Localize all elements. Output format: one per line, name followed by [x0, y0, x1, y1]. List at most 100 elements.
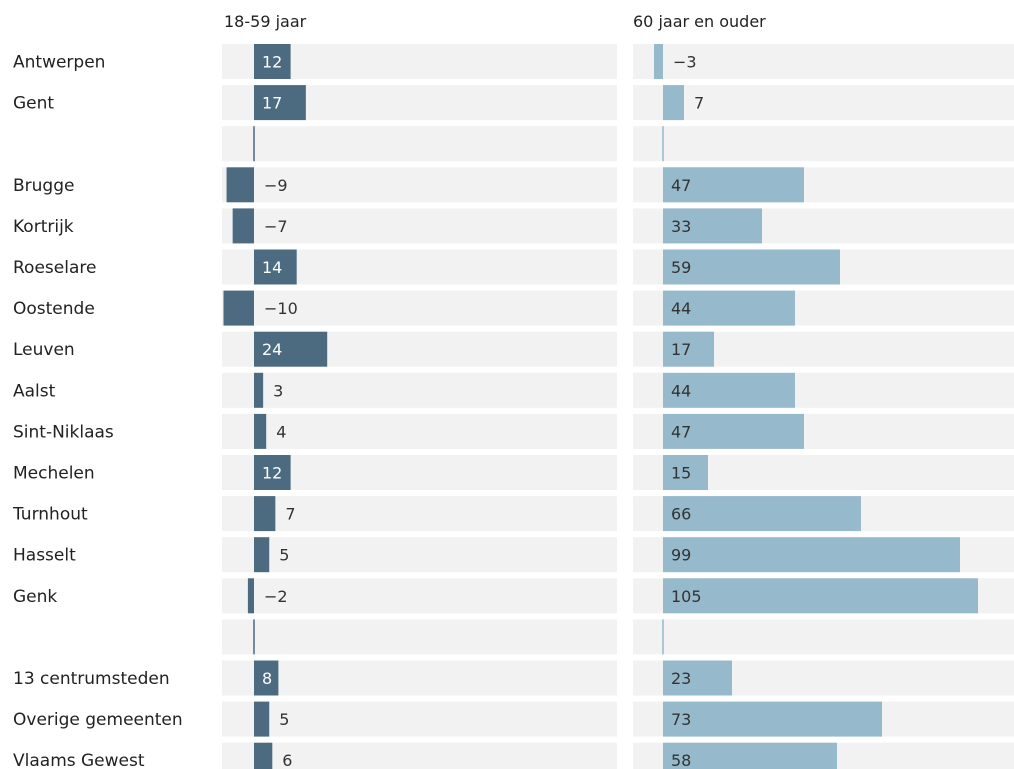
bar [663, 372, 795, 408]
row-background [222, 167, 617, 203]
value-label: 12 [262, 53, 282, 72]
bar [254, 455, 291, 490]
bar [663, 413, 804, 449]
row-background [222, 413, 617, 449]
value-label: 14 [262, 258, 282, 277]
bar [663, 578, 978, 614]
row-background [633, 44, 1014, 79]
bar [663, 742, 837, 769]
value-label: 66 [671, 505, 691, 524]
value-label: 44 [671, 381, 691, 400]
bar [654, 44, 663, 79]
category-label: Brugge [13, 176, 74, 196]
value-label: 4 [276, 422, 286, 441]
row-background [222, 701, 617, 737]
category-label: Antwerpen [13, 53, 105, 73]
value-label: 58 [671, 751, 691, 769]
value-label: 59 [671, 258, 691, 277]
bar [254, 372, 264, 408]
row-background [222, 619, 617, 655]
row-background [633, 85, 1014, 121]
bar [232, 208, 254, 244]
bar [254, 413, 267, 449]
category-label: Gent [13, 94, 54, 114]
category-label: Kortrijk [13, 217, 74, 237]
bar [247, 578, 254, 614]
bar [254, 660, 279, 696]
value-label: 17 [671, 340, 691, 359]
row-background [222, 126, 617, 162]
value-label: 15 [671, 464, 691, 483]
row-background [222, 496, 617, 532]
bar [663, 208, 762, 244]
value-label: 44 [671, 299, 691, 318]
value-label: −10 [264, 299, 298, 318]
category-label: Sint-Niklaas [13, 422, 114, 442]
category-label: Roeselare [13, 258, 96, 278]
bar [663, 167, 804, 203]
value-label: −9 [264, 176, 288, 195]
value-label: 17 [262, 94, 282, 113]
category-label: Turnhout [12, 505, 88, 525]
category-label: Aalst [13, 381, 56, 401]
value-label: 23 [671, 669, 691, 688]
value-label: 7 [285, 505, 295, 524]
row-background [633, 619, 1014, 655]
value-label: 73 [671, 710, 691, 729]
row-background [222, 660, 617, 696]
value-label: 5 [279, 546, 289, 565]
category-label: Oostende [13, 299, 95, 319]
bar [663, 331, 714, 367]
category-label: Mechelen [13, 464, 95, 484]
row-background [222, 290, 617, 326]
bar [223, 290, 254, 326]
value-label: 47 [671, 422, 691, 441]
category-label: 13 centrumsteden [13, 669, 170, 689]
category-label: Leuven [13, 340, 75, 360]
bar [254, 496, 276, 532]
row-background [222, 537, 617, 573]
bar [254, 331, 328, 367]
bar [254, 44, 291, 79]
value-label: 12 [262, 464, 282, 483]
category-label: Vlaams Gewest [13, 751, 145, 769]
value-label: 3 [273, 381, 283, 400]
category-label: Overige gemeenten [13, 710, 183, 730]
value-label: 47 [671, 176, 691, 195]
bar [254, 537, 270, 573]
bar [663, 455, 708, 490]
row-background [222, 208, 617, 244]
row-background [222, 372, 617, 408]
value-label: 24 [262, 340, 282, 359]
value-label: 8 [262, 669, 272, 688]
bar [254, 742, 273, 769]
category-label: Genk [13, 587, 57, 607]
bar [663, 249, 840, 285]
bar [663, 537, 960, 573]
bar [254, 701, 270, 737]
row-background [633, 126, 1014, 162]
value-label: 105 [671, 587, 702, 606]
panel-title-2: 60 jaar en ouder [633, 12, 766, 31]
bar [663, 496, 861, 532]
category-label: Hasselt [13, 546, 76, 566]
value-label: 5 [279, 710, 289, 729]
bar [663, 660, 732, 696]
value-label: −3 [673, 53, 697, 72]
value-label: −7 [264, 217, 288, 236]
value-label: 7 [694, 94, 704, 113]
bar [226, 167, 254, 203]
value-label: 33 [671, 217, 691, 236]
bar [254, 249, 297, 285]
panel-title-1: 18-59 jaar [224, 12, 307, 31]
row-background [222, 578, 617, 614]
bar [663, 701, 882, 737]
bar [254, 85, 306, 121]
bar [663, 85, 684, 121]
value-label: −2 [264, 587, 288, 606]
value-label: 99 [671, 546, 691, 565]
row-background [222, 742, 617, 769]
bar [663, 290, 795, 326]
value-label: 6 [282, 751, 292, 769]
